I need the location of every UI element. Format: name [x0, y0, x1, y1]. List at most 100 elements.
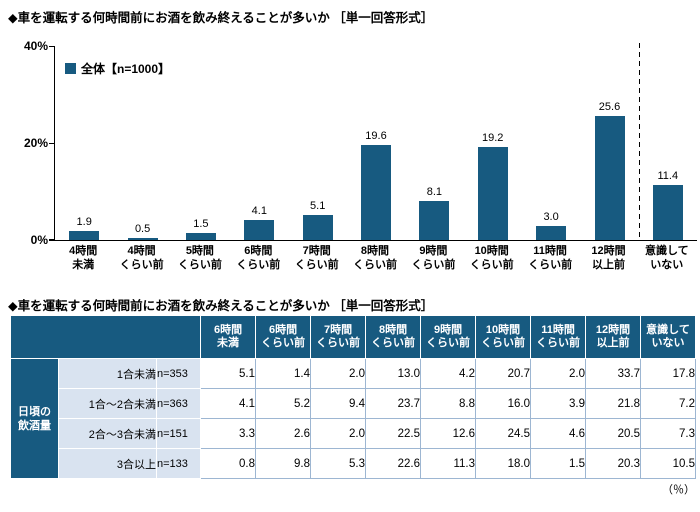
table-title: ◆車を運転する何時間前にお酒を飲み終えることが多いか ［単一回答形式］ [8, 299, 434, 313]
category-separator-dashed-line [638, 43, 641, 240]
value-cell: 9.8 [255, 448, 312, 479]
value-cell: 4.1 [200, 388, 257, 419]
y-axis-label-0: 0% [30, 233, 48, 247]
value-cell: 2.0 [530, 358, 587, 389]
x-axis-label: 9時間 くらい前 [411, 245, 456, 271]
column-header: 6時間 未満 [200, 315, 257, 359]
bar [244, 220, 275, 240]
column-header: 11時間 くらい前 [530, 315, 587, 359]
bar [594, 115, 625, 240]
value-cell: 33.7 [585, 358, 642, 389]
bar [69, 230, 100, 240]
value-cell: 8.8 [420, 388, 477, 419]
bar-value-label: 19.6 [365, 129, 387, 142]
x-axis-label: 8時間 くらい前 [352, 245, 397, 271]
y-tick-mark [49, 239, 54, 241]
bar-value-label: 1.9 [76, 215, 92, 228]
x-axis-label: 4時間 未満 [69, 245, 98, 271]
value-cell: 1.5 [530, 448, 587, 479]
bar [536, 225, 567, 240]
value-cell: 18.0 [475, 448, 532, 479]
value-cell: 22.6 [365, 448, 422, 479]
column-header: 8時間 くらい前 [365, 315, 422, 359]
legend-label: 全体【n=1000】 [81, 62, 171, 76]
x-axis-label: 4時間 くらい前 [119, 245, 164, 271]
value-cell: 5.3 [310, 448, 367, 479]
bar-value-label: 19.2 [481, 131, 504, 144]
value-cell: 5.1 [200, 358, 257, 389]
x-axis-label: 10時間 くらい前 [469, 245, 514, 271]
value-cell: 20.5 [585, 418, 642, 449]
value-cell: 7.3 [640, 418, 697, 449]
value-cell: 7.2 [640, 388, 697, 419]
x-axis-label: 5時間 くらい前 [177, 245, 222, 271]
column-header: 7時間 くらい前 [310, 315, 367, 359]
bar-value-label: 5.1 [310, 200, 326, 213]
results-table: 6時間 未満 6時間 くらい前 7時間 くらい前 8時間 くらい前 9時間 くらい前 10… [9, 315, 697, 479]
bar [477, 146, 508, 240]
bar [302, 215, 333, 240]
value-cell: 17.8 [640, 358, 697, 389]
bar [127, 237, 158, 240]
bar-value-label: 25.6 [598, 100, 621, 113]
bar-value-label: 0.5 [134, 222, 151, 235]
value-cell: 1.4 [255, 358, 312, 389]
row-n-label: n=151 [155, 418, 202, 449]
y-tick-mark [49, 45, 54, 47]
row-label: 3合以上 [58, 448, 157, 479]
y-axis-label-40: 40% [23, 39, 48, 53]
value-cell: 24.5 [475, 418, 532, 449]
table-row: 1合～2合未満 n=363 4.1 5.2 9.4 23.7 8.8 16.0 3.9 21.8 7… [11, 388, 697, 419]
table-row: 2合～3合未満 n=151 3.3 2.6 2.0 22.5 12.6 24.5 4.6 20.5… [11, 418, 697, 449]
legend-swatch-icon [65, 63, 76, 74]
value-cell: 3.3 [200, 418, 257, 449]
table-row: 3合以上 n=133 0.8 9.8 5.3 22.6 11.3 18.0 1.5 20.3 10.… [11, 448, 697, 479]
column-header: 12時間 以上前 [585, 315, 642, 359]
row-label: 1合未満 [58, 358, 157, 389]
value-cell: 13.0 [365, 358, 422, 389]
value-cell: 16.0 [475, 388, 532, 419]
value-cell: 4.6 [530, 418, 587, 449]
value-cell: 20.3 [585, 448, 642, 479]
value-cell: 0.8 [200, 448, 257, 479]
bar-value-label: 8.1 [426, 185, 443, 198]
row-n-label: n=363 [155, 388, 202, 419]
value-cell: 12.6 [420, 418, 477, 449]
value-cell: 3.9 [530, 388, 587, 419]
value-cell: 21.8 [585, 388, 642, 419]
row-group-label: 日頃の 飲酒量 [10, 358, 59, 479]
x-axis-labels: 4時間 未満 4時間 くらい前 5時間 くらい前 6時間 くらい前 7時間 くらい前 8時… [0, 245, 700, 279]
value-cell: 2.0 [310, 358, 367, 389]
column-header: 10時間 くらい前 [475, 315, 532, 359]
x-axis-label: 7時間 くらい前 [294, 245, 339, 271]
x-axis-label: 意識して いない [644, 245, 689, 271]
table-header-row: 6時間 未満 6時間 くらい前 7時間 くらい前 8時間 くらい前 9時間 くらい前 10… [9, 315, 697, 359]
x-axis-label: 12時間 以上前 [591, 245, 626, 271]
bar [361, 144, 391, 240]
column-header: 6時間 くらい前 [255, 315, 312, 359]
value-cell: 11.3 [420, 448, 477, 479]
row-n-label: n=133 [155, 448, 202, 479]
value-cell: 2.0 [310, 418, 367, 449]
chart-legend: 全体【n=1000】 [65, 60, 170, 77]
chart-title: ◆車を運転する何時間前にお酒を飲み終えることが多いか ［単一回答形式］ [8, 11, 434, 25]
row-label: 2合～3合未満 [58, 418, 157, 449]
value-cell: 9.4 [310, 388, 367, 419]
value-cell: 22.5 [365, 418, 422, 449]
value-cell: 5.2 [255, 388, 312, 419]
column-header: 意識して いない [640, 315, 697, 359]
bar [652, 184, 683, 240]
y-axis-label-20: 20% [23, 136, 48, 150]
bar-value-label: 11.4 [657, 169, 679, 182]
column-header: 9時間 くらい前 [420, 315, 477, 359]
table-corner-cell [9, 315, 202, 359]
row-label: 1合～2合未満 [58, 388, 157, 419]
bar [185, 232, 216, 240]
value-cell: 10.5 [640, 448, 697, 479]
value-cell: 20.7 [475, 358, 532, 389]
x-axis-label: 6時間 くらい前 [236, 245, 281, 271]
row-n-label: n=353 [155, 358, 202, 389]
bar-value-label: 3.0 [543, 210, 559, 223]
value-cell: 23.7 [365, 388, 422, 419]
